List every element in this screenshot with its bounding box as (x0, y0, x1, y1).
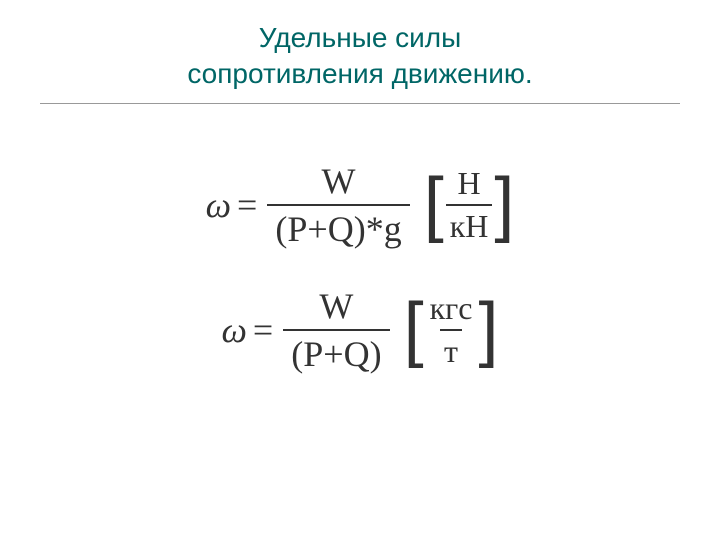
right-bracket-icon-2: ] (478, 301, 498, 359)
denom-q-2: Q (344, 334, 370, 374)
denom-close-2: ) (370, 334, 382, 374)
denom-open: ( (275, 209, 287, 249)
unit-denom-2: т (440, 329, 462, 370)
numerator-1: W (314, 160, 364, 204)
denominator-1: (P+Q)*g (267, 204, 409, 250)
unit-fraction-2: кгс т (426, 290, 477, 370)
title-divider (40, 103, 680, 104)
denom-close: ) (354, 209, 366, 249)
denom-p-2: P (303, 334, 323, 374)
denom-q: Q (328, 209, 354, 249)
denom-g: g (384, 209, 402, 249)
right-bracket-icon: ] (494, 176, 514, 234)
denom-plus: + (307, 209, 327, 249)
formula-1: ω = W (P+Q)*g [ Н кН ] (0, 160, 720, 250)
main-fraction-1: W (P+Q)*g (267, 160, 409, 250)
equals-sign: = (237, 184, 257, 226)
title-line2: сопротивления движению. (187, 58, 532, 89)
unit-bracket-1: [ Н кН ] (424, 165, 515, 245)
denom-open-2: ( (291, 334, 303, 374)
unit-num-2: кгс (426, 290, 477, 329)
left-bracket-icon-2: [ (404, 301, 424, 359)
denom-mult: * (366, 209, 384, 249)
formula-2: ω = W (P+Q) [ кгс т ] (0, 285, 720, 375)
numerator-2: W (311, 285, 361, 329)
equals-sign-2: = (253, 309, 273, 351)
unit-num-1: Н (453, 165, 484, 204)
slide-title: Удельные силы сопротивления движению. (0, 0, 720, 93)
denominator-2: (P+Q) (283, 329, 389, 375)
denom-plus-2: + (323, 334, 343, 374)
denom-p: P (287, 209, 307, 249)
formulas-container: ω = W (P+Q)*g [ Н кН ] ω = W (P+Q) [ (0, 160, 720, 410)
title-line1: Удельные силы (259, 22, 462, 53)
unit-denom-1: кН (446, 204, 493, 245)
unit-fraction-1: Н кН (446, 165, 493, 245)
omega-symbol-2: ω (222, 309, 247, 351)
unit-bracket-2: [ кгс т ] (404, 290, 499, 370)
omega-symbol: ω (206, 184, 231, 226)
main-fraction-2: W (P+Q) (283, 285, 389, 375)
left-bracket-icon: [ (424, 176, 444, 234)
